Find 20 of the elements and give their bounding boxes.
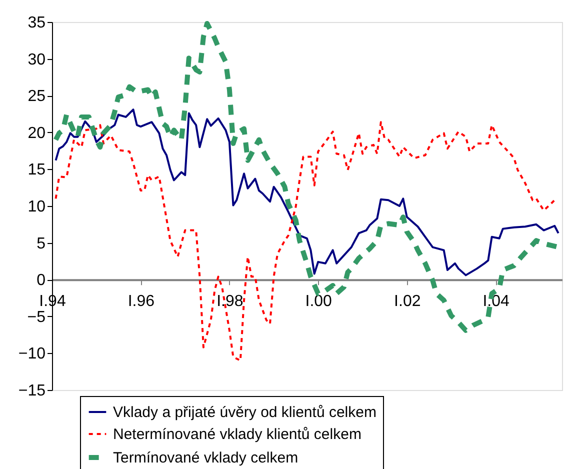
- legend-label: Termínované vklady celkem: [113, 450, 298, 466]
- y-tick-label: 25: [28, 88, 46, 106]
- y-tick-label: 10: [28, 198, 46, 216]
- y-tick-label: 30: [28, 51, 46, 68]
- legend-label: Vklady a přijaté úvěry od klientů celkem: [113, 404, 376, 421]
- y-tick-label: 0: [36, 272, 46, 290]
- line-series: [54, 108, 560, 276]
- y-tick-label: 5: [36, 235, 46, 252]
- y-tick-label: 15: [28, 162, 46, 179]
- y-tick-label: −15: [18, 382, 46, 400]
- x-tick-label: I.04: [482, 293, 510, 310]
- y-tick-label: 20: [28, 124, 46, 142]
- x-tick-label: I.98: [216, 293, 244, 310]
- y-tick-label: −5: [27, 308, 46, 326]
- x-tick-label: I.96: [128, 293, 155, 310]
- y-tick-label: −10: [18, 346, 46, 363]
- legend-label: Netermínované vklady klientů celkem: [113, 426, 362, 443]
- x-tick-label: I.02: [394, 293, 421, 310]
- x-tick-label: I.00: [305, 293, 332, 310]
- y-tick-label: 35: [28, 14, 46, 32]
